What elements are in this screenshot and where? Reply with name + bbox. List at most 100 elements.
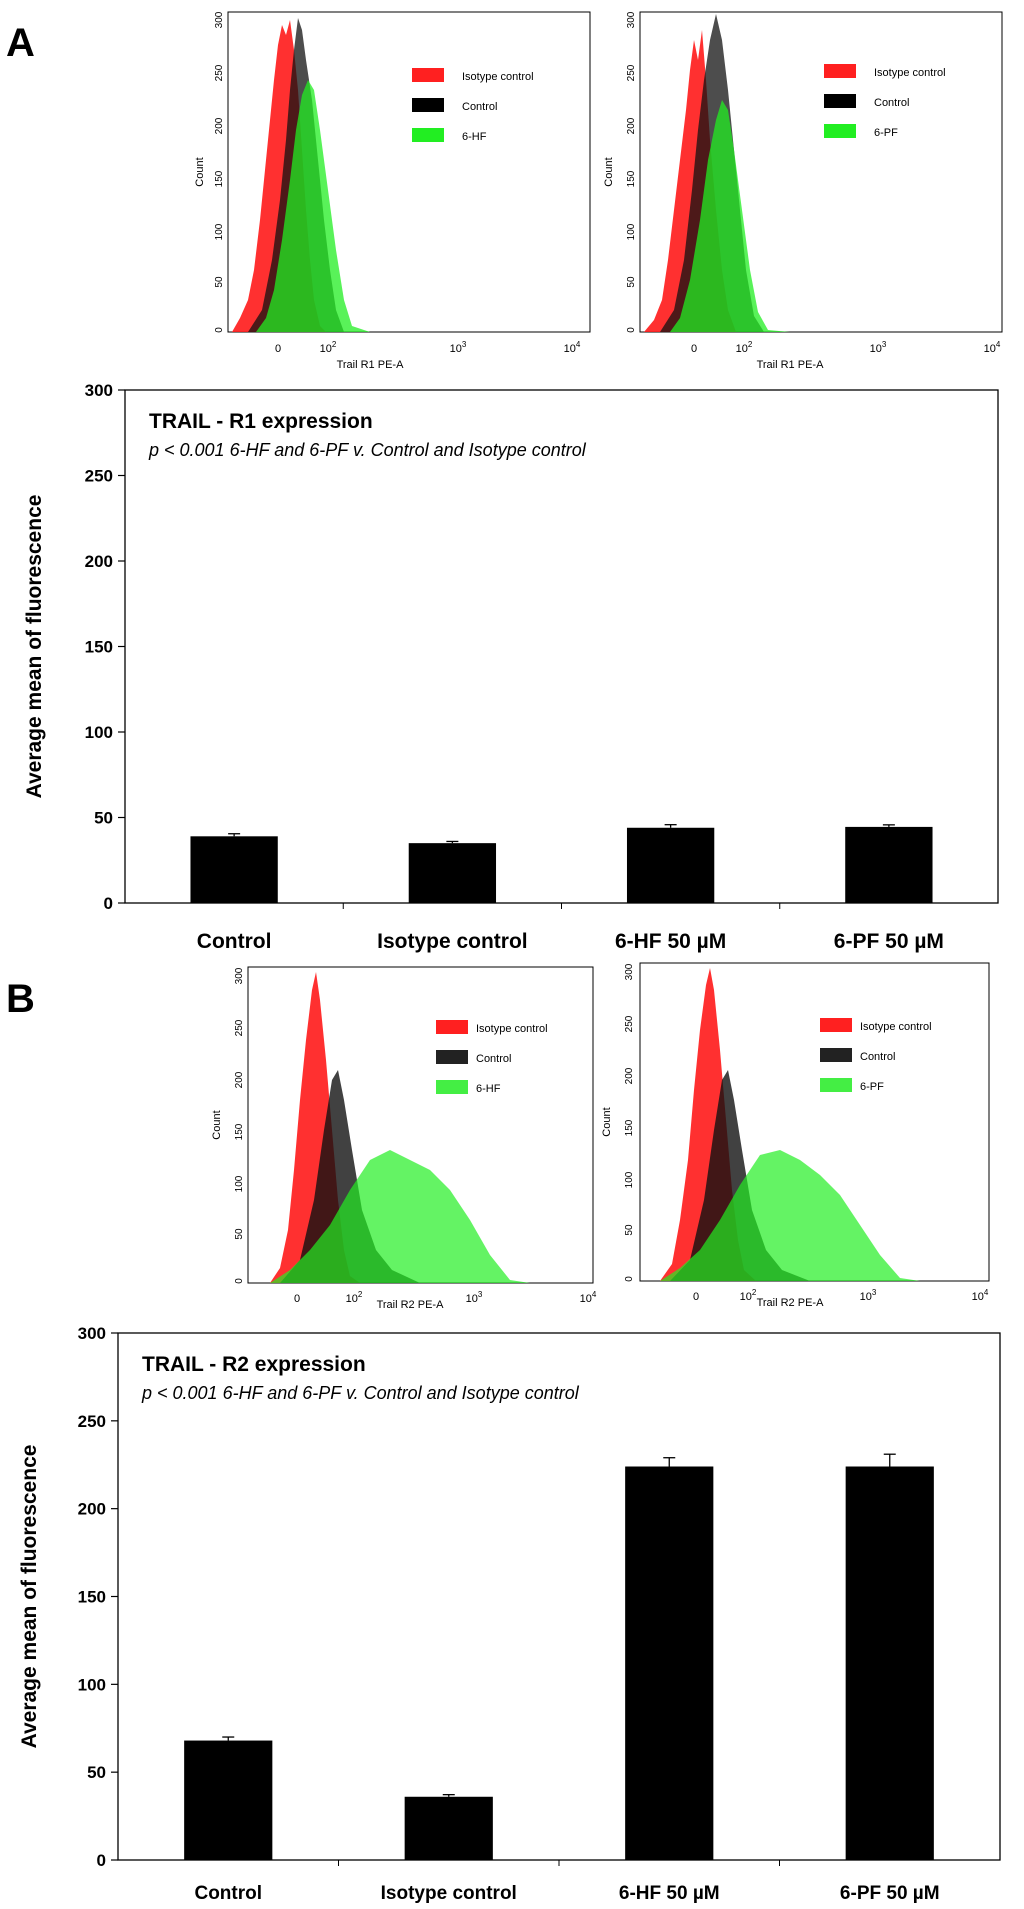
x-category-label: 6-HF 50 µM xyxy=(615,930,726,953)
y-axis: 300 250 200 150 100 50 0 Count xyxy=(211,967,245,1284)
bar-chart-trail-r1: 0 50 100 150 200 250 300 Average mean of fluore… xyxy=(23,381,999,953)
panel-label-b: B xyxy=(6,977,35,1021)
y-tick-label: 0 xyxy=(234,1278,245,1284)
x-tick-label: 102 xyxy=(346,1290,363,1305)
chart-title: TRAIL - R1 expression xyxy=(149,410,373,433)
x-category-label: 6-PF 50 µM xyxy=(840,1883,940,1904)
x-tick-label: 103 xyxy=(870,340,887,355)
x-axis-label: Trail R1 PE-A xyxy=(337,359,404,371)
legend-swatch-isotype-control xyxy=(412,68,444,82)
x-tick-label: 102 xyxy=(740,1288,757,1303)
y-tick-label: 150 xyxy=(85,638,113,657)
y-tick-label: 50 xyxy=(214,276,225,288)
y-tick-label: 200 xyxy=(234,1071,245,1088)
legend-swatch-control xyxy=(820,1048,852,1062)
y-tick-label: 250 xyxy=(234,1019,245,1036)
y-tick-label: 100 xyxy=(78,1675,106,1694)
x-axis: 0 102 103 104 Trail R2 PE-A xyxy=(693,1288,989,1309)
y-tick-label: 0 xyxy=(624,1276,635,1282)
x-tick-label: 102 xyxy=(736,340,753,355)
y-tick-label: 0 xyxy=(97,1851,106,1870)
legend: Isotype control Control 6-HF xyxy=(412,68,534,143)
plot-frame xyxy=(124,389,999,904)
histogram-a1: 300 250 200 150 100 50 0 Count 0 102 103… xyxy=(194,11,591,371)
legend-swatch-isotype-control xyxy=(824,64,856,78)
x-category-label: Control xyxy=(197,930,272,953)
legend-label: Control xyxy=(476,1053,511,1065)
y-tick-label: 50 xyxy=(94,809,113,828)
chart-title: TRAIL - R2 expression xyxy=(142,1353,366,1376)
legend-label: Isotype control xyxy=(462,71,534,83)
6-hf-distribution xyxy=(256,80,370,332)
y-axis-label: Average mean of fluorescence xyxy=(18,1445,41,1749)
y-tick-label: 250 xyxy=(85,467,113,486)
y-axis-label: Count xyxy=(601,1107,613,1136)
histogram-b1: 300 250 200 150 100 50 0 Count 0 102 103… xyxy=(211,966,597,1311)
legend: Isotype control Control 6-PF xyxy=(824,64,946,139)
histogram-frame xyxy=(227,11,591,333)
y-tick-label: 150 xyxy=(624,1119,635,1136)
y-tick-label: 300 xyxy=(85,381,113,400)
x-category-label: Isotype control xyxy=(381,1883,517,1904)
y-tick-label: 0 xyxy=(626,327,637,333)
histogram-frame xyxy=(639,11,1003,333)
y-tick-label: 50 xyxy=(626,276,637,288)
y-axis: 300 250 200 150 100 50 0 Count xyxy=(601,963,635,1282)
x-tick-label: 103 xyxy=(466,1290,483,1305)
x-tick-label: 102 xyxy=(320,340,337,355)
x-axis-label: Trail R1 PE-A xyxy=(757,359,824,371)
histogram-a2: 300 250 200 150 100 50 0 Count 0 102 103… xyxy=(603,11,1003,371)
bar xyxy=(845,1466,934,1860)
y-tick-label: 250 xyxy=(624,1015,635,1032)
y-tick-label: 100 xyxy=(626,223,637,240)
legend-label: Control xyxy=(860,1051,895,1063)
bar xyxy=(404,1796,493,1860)
y-tick-label: 300 xyxy=(626,11,637,28)
y-tick-label: 150 xyxy=(234,1123,245,1140)
y-tick-label: 200 xyxy=(85,552,113,571)
chart-subtitle: p < 0.001 6-HF and 6-PF v. Control and I… xyxy=(148,440,587,460)
6-pf-distribution xyxy=(670,100,790,332)
legend: Isotype control Control 6-PF xyxy=(820,1018,932,1093)
x-category-label: Isotype control xyxy=(377,930,528,953)
legend-label: 6-PF xyxy=(874,127,898,139)
y-axis-label: Count xyxy=(603,157,615,186)
legend-swatch-control xyxy=(436,1050,468,1064)
legend-swatch-isotype-control xyxy=(436,1020,468,1034)
y-axis-label: Count xyxy=(194,157,206,186)
x-axis: 0 102 103 104 Trail R1 PE-A xyxy=(691,340,1001,371)
x-tick-label: 104 xyxy=(564,340,581,355)
x-tick-label: 0 xyxy=(691,343,697,355)
histogram-distributions xyxy=(270,972,530,1283)
chart-subtitle: p < 0.001 6-HF and 6-PF v. Control and I… xyxy=(141,1383,580,1403)
y-tick-label: 100 xyxy=(85,723,113,742)
y-tick-label: 200 xyxy=(78,1500,106,1519)
histogram-distributions xyxy=(232,18,370,332)
legend: Isotype control Control 6-HF xyxy=(436,1020,548,1095)
y-axis-label: Count xyxy=(211,1110,223,1139)
legend-label: Control xyxy=(462,101,497,113)
y-tick-label: 300 xyxy=(234,967,245,984)
y-tick-label: 150 xyxy=(214,170,225,187)
x-axis-label: Trail R2 PE-A xyxy=(757,1297,824,1309)
legend-swatch-isotype-control xyxy=(820,1018,852,1032)
bar xyxy=(626,827,715,903)
control-distribution xyxy=(280,1070,420,1283)
bar xyxy=(845,826,933,903)
histogram-b2: 300 250 200 150 100 50 0 Count 0 102 103… xyxy=(601,962,990,1309)
legend-label: Isotype control xyxy=(874,67,946,79)
x-tick-label: 103 xyxy=(860,1288,877,1303)
6-hf-distribution xyxy=(270,1150,530,1283)
x-tick-label: 104 xyxy=(972,1288,989,1303)
legend-swatch-control xyxy=(412,98,444,112)
y-tick-label: 150 xyxy=(78,1588,106,1607)
y-tick-label: 250 xyxy=(214,64,225,81)
y-tick-label: 300 xyxy=(624,963,635,980)
y-tick-label: 0 xyxy=(104,894,113,913)
legend-label: Isotype control xyxy=(860,1021,932,1033)
y-tick-label: 50 xyxy=(234,1228,245,1240)
legend-label: 6-HF xyxy=(462,131,487,143)
6-pf-distribution xyxy=(660,1150,920,1281)
x-tick-label: 103 xyxy=(450,340,467,355)
bar-chart-trail-r2: 0 50 100 150 200 250 300 Average mean of fluore… xyxy=(18,1324,1001,1904)
